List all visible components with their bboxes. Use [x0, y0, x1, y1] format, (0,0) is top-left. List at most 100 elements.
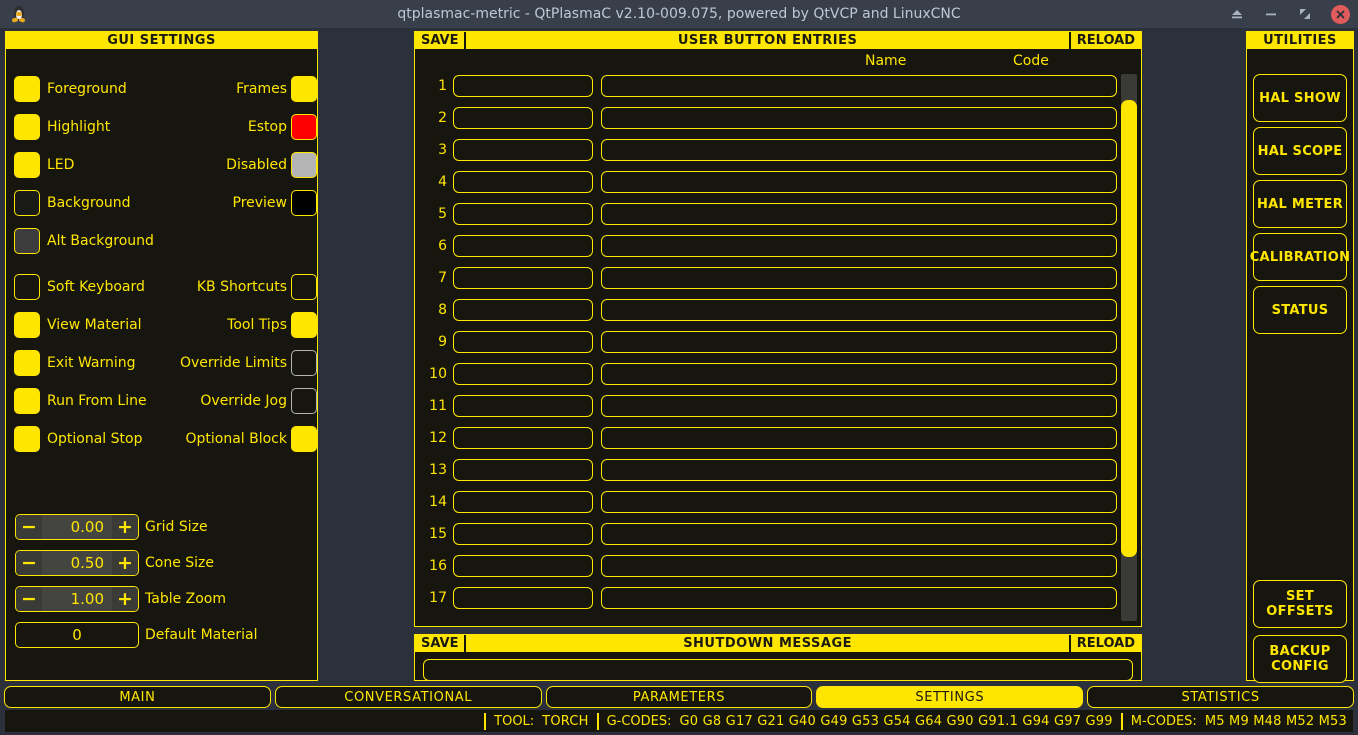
tab-parameters[interactable]: PARAMETERS	[545, 686, 813, 708]
row-name-input[interactable]	[453, 331, 593, 353]
row-name-input[interactable]	[453, 587, 593, 609]
row-code-input[interactable]	[601, 523, 1117, 545]
color-swatch-frames[interactable]	[291, 76, 317, 102]
user-buttons-save-button[interactable]: SAVE	[421, 33, 459, 48]
column-header-name: Name	[865, 53, 907, 69]
utility-button-hal-meter[interactable]: HAL METER	[1253, 180, 1347, 228]
row-name-input[interactable]	[453, 107, 593, 129]
row-code-input[interactable]	[601, 299, 1117, 321]
row-name-input[interactable]	[453, 395, 593, 417]
utility-button-backup-config[interactable]: BACKUP CONFIG	[1253, 635, 1347, 683]
color-swatch-highlight[interactable]	[14, 114, 40, 140]
row-code-input[interactable]	[601, 587, 1117, 609]
row-code-input[interactable]	[601, 75, 1117, 97]
tab-main[interactable]: MAIN	[4, 686, 271, 708]
row-number: 10	[429, 366, 447, 382]
minimize-icon[interactable]	[1263, 6, 1279, 22]
spinner-grid-size[interactable]: −0.00 +	[15, 514, 139, 540]
tab-statistics[interactable]: STATISTICS	[1087, 686, 1354, 708]
color-swatch-led[interactable]	[14, 152, 40, 178]
row-name-input[interactable]	[453, 75, 593, 97]
spinner-table-zoom[interactable]: −1.00 +	[15, 586, 139, 612]
row-code-input[interactable]	[601, 555, 1117, 577]
spinner-cone-size-increment[interactable]: +	[112, 551, 138, 575]
user-buttons-reload-button[interactable]: RELOAD	[1076, 33, 1135, 48]
spinner-cone-size-value[interactable]: 0.50	[42, 551, 112, 575]
row-name-input[interactable]	[453, 171, 593, 193]
spinner-grid-size-decrement[interactable]: −	[16, 515, 42, 539]
user-button-row: 2	[415, 107, 1141, 129]
checkbox-tool-tips[interactable]	[291, 312, 317, 338]
spinner-cone-size-decrement[interactable]: −	[16, 551, 42, 575]
row-code-input[interactable]	[601, 459, 1117, 481]
row-code-input[interactable]	[601, 331, 1117, 353]
row-name-input[interactable]	[453, 491, 593, 513]
row-code-input[interactable]	[601, 203, 1117, 225]
row-code-input[interactable]	[601, 395, 1117, 417]
row-number: 13	[429, 462, 447, 478]
checkbox-label-optional-block: Optional Block	[185, 431, 287, 447]
color-swatch-estop[interactable]	[291, 114, 317, 140]
color-swatch-disabled[interactable]	[291, 152, 317, 178]
checkbox-run-from-line[interactable]	[14, 388, 40, 414]
row-name-input[interactable]	[453, 363, 593, 385]
checkbox-optional-block[interactable]	[291, 426, 317, 452]
checkbox-soft-keyboard[interactable]	[14, 274, 40, 300]
row-number: 5	[438, 206, 447, 222]
spinner-grid-size-increment[interactable]: +	[112, 515, 138, 539]
shutdown-save-button[interactable]: SAVE	[421, 636, 459, 651]
spinner-cone-size[interactable]: −0.50 +	[15, 550, 139, 576]
spinner-table-zoom-increment[interactable]: +	[112, 587, 138, 611]
row-name-input[interactable]	[453, 459, 593, 481]
color-swatch-foreground[interactable]	[14, 76, 40, 102]
close-icon[interactable]	[1331, 4, 1350, 24]
checkbox-view-material[interactable]	[14, 312, 40, 338]
row-name-input[interactable]	[453, 139, 593, 161]
row-code-input[interactable]	[601, 171, 1117, 193]
row-name-input[interactable]	[453, 523, 593, 545]
row-name-input[interactable]	[453, 203, 593, 225]
spinner-table-zoom-decrement[interactable]: −	[16, 587, 42, 611]
row-code-input[interactable]	[601, 235, 1117, 257]
row-code-input[interactable]	[601, 491, 1117, 513]
title-bar: qtplasmac-metric - QtPlasmaC v2.10-009.0…	[0, 0, 1358, 28]
row-name-input[interactable]	[453, 555, 593, 577]
spinner-table-zoom-value[interactable]: 1.00	[42, 587, 112, 611]
tab-conversational[interactable]: CONVERSATIONAL	[274, 686, 542, 708]
utility-button-calibration[interactable]: CALIBRATION	[1250, 233, 1350, 281]
scrollbar-thumb[interactable]	[1121, 100, 1137, 557]
tab-settings[interactable]: SETTINGS	[816, 686, 1084, 708]
restore-icon[interactable]	[1297, 6, 1313, 22]
color-swatch-background[interactable]	[14, 190, 40, 216]
checkbox-optional-stop[interactable]	[14, 426, 40, 452]
shutdown-reload-button[interactable]: RELOAD	[1076, 636, 1135, 651]
shade-icon[interactable]	[1229, 6, 1245, 22]
row-name-input[interactable]	[453, 267, 593, 289]
checkbox-exit-warning[interactable]	[14, 350, 40, 376]
checkbox-kb-shortcuts[interactable]	[291, 274, 317, 300]
default-material-input[interactable]: 0	[15, 622, 139, 648]
row-code-input[interactable]	[601, 363, 1117, 385]
row-code-input[interactable]	[601, 107, 1117, 129]
row-code-input[interactable]	[601, 267, 1117, 289]
color-swatch-alt-background[interactable]	[14, 228, 40, 254]
row-name-input[interactable]	[453, 235, 593, 257]
spinner-grid-size-value[interactable]: 0.00	[42, 515, 112, 539]
checkbox-override-limits[interactable]	[291, 350, 317, 376]
utility-button-status[interactable]: STATUS	[1253, 286, 1347, 334]
checkbox-label-run-from-line: Run From Line	[47, 393, 147, 409]
spinner-label-table-zoom: Table Zoom	[145, 591, 227, 607]
color-swatch-preview[interactable]	[291, 190, 317, 216]
utility-button-hal-scope[interactable]: HAL SCOPE	[1253, 127, 1347, 175]
checkbox-label-override-jog: Override Jog	[200, 393, 287, 409]
shutdown-message-input[interactable]	[423, 659, 1133, 681]
row-number: 15	[429, 526, 447, 542]
checkbox-override-jog[interactable]	[291, 388, 317, 414]
row-name-input[interactable]	[453, 427, 593, 449]
utility-button-hal-show[interactable]: HAL SHOW	[1253, 74, 1347, 122]
utility-button-set-offsets[interactable]: SET OFFSETS	[1253, 580, 1347, 628]
row-code-input[interactable]	[601, 427, 1117, 449]
row-code-input[interactable]	[601, 139, 1117, 161]
user-buttons-scrollbar[interactable]	[1121, 74, 1137, 621]
row-name-input[interactable]	[453, 299, 593, 321]
